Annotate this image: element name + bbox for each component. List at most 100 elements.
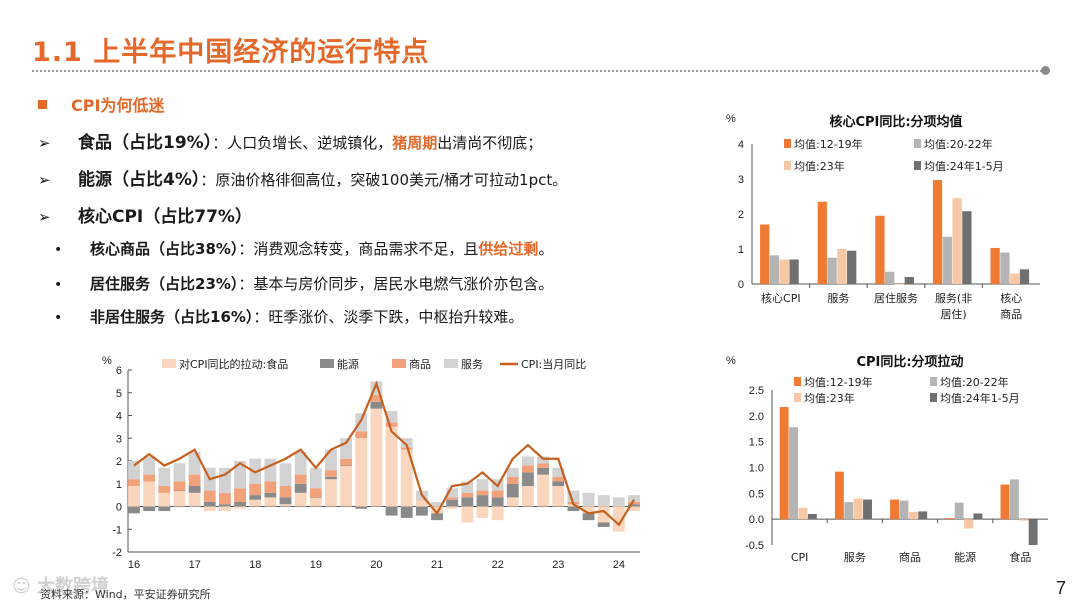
stack-segment <box>552 467 565 477</box>
dot-bullet-icon: • <box>54 242 63 258</box>
x-category-label: 食品 <box>1009 550 1031 564</box>
stack-segment <box>537 463 549 468</box>
stack-segment <box>612 506 625 532</box>
x-category-label: 居住服务 <box>874 291 918 305</box>
legend-swatch <box>444 359 458 368</box>
stack-segment <box>476 490 489 496</box>
bar <box>875 215 885 284</box>
stack-segment <box>400 438 413 448</box>
bar <box>954 502 964 520</box>
bar <box>1010 273 1020 284</box>
stack-segment <box>476 495 489 507</box>
watermark-text: 大数跨境 <box>37 576 110 597</box>
legend-swatch <box>914 161 921 170</box>
legend-label: 对CPI同比的拉动:食品 <box>179 357 288 371</box>
legend-swatch <box>784 139 791 148</box>
bar <box>945 518 955 520</box>
y-tick-label: 0 <box>116 502 122 514</box>
legend-label: 均值:20-22年 <box>940 375 1009 389</box>
stack-segment <box>506 483 519 498</box>
stack-segment <box>309 467 322 489</box>
stack-segment <box>582 506 595 514</box>
bullet-item-food: ➢ 食品（占比19%）：人口负增长、逆城镇化，猪周期出清尚不彻底； <box>38 128 542 153</box>
stack-segment <box>506 467 519 477</box>
bar <box>779 259 789 284</box>
bar <box>789 427 798 520</box>
stack-segment <box>552 481 565 487</box>
legend-label: 均值:12-19年 <box>804 375 873 389</box>
legend-swatch <box>784 161 791 170</box>
stack-segment <box>628 504 640 507</box>
subitem-head: 非居住服务（占比16%） <box>90 308 254 326</box>
stack-segment <box>173 463 186 482</box>
stack-segment <box>264 458 277 482</box>
bar <box>885 271 895 284</box>
stack-segment <box>234 461 246 489</box>
y-tick-label: 4 <box>738 139 744 151</box>
stack-segment <box>491 497 504 507</box>
stack-segment <box>597 495 610 507</box>
stack-segment <box>234 501 246 507</box>
stack-segment <box>249 483 262 496</box>
bullet-head: 核心CPI（占比77%） <box>78 207 252 227</box>
stack-segment <box>370 408 383 507</box>
subitem-head: 核心商品（占比38%） <box>90 240 239 258</box>
stack-segment <box>173 490 186 492</box>
stack-segment <box>431 506 443 514</box>
legend-label: 均值:12-19年 <box>794 137 863 151</box>
x-category-label: 居住) <box>940 307 966 321</box>
x-category-label: 能源 <box>954 550 976 564</box>
bullet-text: ：原油价格徘徊高位，突破100美元/桶才可拉动1pct。 <box>200 171 568 189</box>
stack-segment <box>370 401 383 409</box>
subitem-housing: • 居住服务（占比23%）：基本与房价同步，居民水电燃气涨价亦包含。 <box>38 273 553 294</box>
bar <box>973 513 983 520</box>
page-title: 1.1 上半年中国经济的运行特点 <box>32 37 430 68</box>
stack-segment <box>143 456 156 475</box>
stack-segment <box>128 506 140 514</box>
x-category-label: 商品 <box>899 550 921 564</box>
y-tick-label: 4 <box>116 411 122 423</box>
stack-segment <box>415 506 428 516</box>
stack-segment <box>294 492 307 507</box>
stack-segment <box>158 506 171 512</box>
bar <box>908 511 918 520</box>
stack-segment <box>309 497 322 507</box>
legend-label: 均值:23年 <box>804 391 855 405</box>
stack-segment <box>294 474 307 484</box>
stack-segment <box>355 413 368 432</box>
subitem-head: 居住服务（占比23%） <box>90 275 239 293</box>
bar <box>1000 484 1010 520</box>
x-tick-label: 19 <box>310 559 322 571</box>
x-category-label: 核心CPI <box>761 291 801 305</box>
chart-title: CPI同比:分项拉动 <box>856 354 963 370</box>
stack-segment <box>340 438 353 459</box>
x-tick-label: 16 <box>128 559 140 571</box>
y-tick-label: 1.0 <box>749 463 764 475</box>
bullet-highlight: 猪周期 <box>392 134 438 152</box>
stack-segment <box>249 495 262 500</box>
y-tick-label: 6 <box>116 365 122 377</box>
bar <box>834 471 844 520</box>
stack-segment <box>415 499 428 501</box>
chart-title: 核心CPI同比:分项均值 <box>829 114 962 130</box>
cpi-yoy-line <box>133 380 635 527</box>
x-category-label: CPI <box>791 551 809 564</box>
stack-segment <box>158 486 171 493</box>
stack-segment <box>506 476 519 484</box>
stack-segment <box>461 506 474 523</box>
stack-segment <box>309 497 322 498</box>
stack-segment <box>309 488 322 498</box>
stack-segment <box>522 472 534 487</box>
stack-segment <box>279 504 292 507</box>
stack-segment <box>415 499 428 507</box>
stack-segment <box>294 483 307 493</box>
stack-segment <box>597 506 610 523</box>
subitem-highlight: 供给过剩 <box>478 240 539 258</box>
stack-segment <box>249 499 262 507</box>
subitem-text: ：基本与房价同步，居民水电燃气涨价亦包含。 <box>238 275 554 293</box>
stack-segment <box>537 467 549 475</box>
subitem-text: ：消费观念转变，商品需求不足，且 <box>238 240 479 258</box>
legend-swatch <box>162 359 176 368</box>
y-unit-label: % <box>102 355 112 367</box>
y-tick-label: 3 <box>738 174 744 186</box>
